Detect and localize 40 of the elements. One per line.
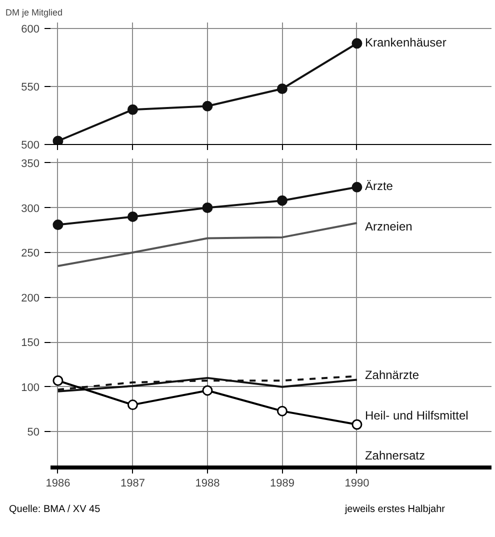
point	[202, 100, 213, 112]
point	[352, 419, 362, 430]
point	[276, 406, 288, 416]
y-tick-label: 150	[21, 337, 40, 350]
y-tick-label: 50	[27, 426, 40, 439]
series-label: Zahnärzte	[364, 368, 420, 382]
x-tick-label: 1988	[195, 478, 220, 490]
text: Heil- und Hilfsmittel	[364, 408, 468, 422]
x-tick-label: 1986	[46, 478, 70, 490]
y-axis-title: DM je Mitglied	[6, 8, 63, 18]
point	[202, 385, 213, 396]
point	[202, 202, 213, 213]
series-label: Krankenhäuser	[364, 35, 446, 50]
y-tick-label: 200	[21, 292, 40, 304]
point	[52, 136, 64, 144]
point	[352, 182, 362, 192]
point	[276, 195, 288, 206]
text: jeweils erstes Halbjahr	[344, 503, 445, 517]
y-tick-label: 550	[21, 81, 40, 94]
series-label: Ärzte	[364, 179, 394, 194]
x-tick-label: 1987	[120, 478, 145, 490]
point	[127, 400, 138, 410]
series-label: Arzneien	[364, 219, 412, 234]
point	[352, 38, 362, 49]
y-tick-label: 250	[21, 248, 40, 260]
y-tick-label: 350	[21, 158, 40, 170]
y-tick-label: 600	[21, 23, 40, 36]
y-tick-label: 500	[21, 140, 40, 152]
y-tick-label: 300	[21, 202, 40, 215]
y-tick-label: 100	[21, 382, 40, 394]
point	[52, 220, 64, 230]
x-tick-label: 1990	[344, 478, 370, 490]
point	[127, 211, 138, 222]
point	[276, 83, 288, 94]
source-note: Quelle: BMA / XV 45	[9, 503, 100, 517]
x-tick-label: 1989	[270, 478, 294, 490]
line-series	[56, 222, 358, 267]
series-label: Zahnersatz	[364, 448, 425, 462]
point	[52, 375, 64, 386]
point	[127, 104, 138, 115]
